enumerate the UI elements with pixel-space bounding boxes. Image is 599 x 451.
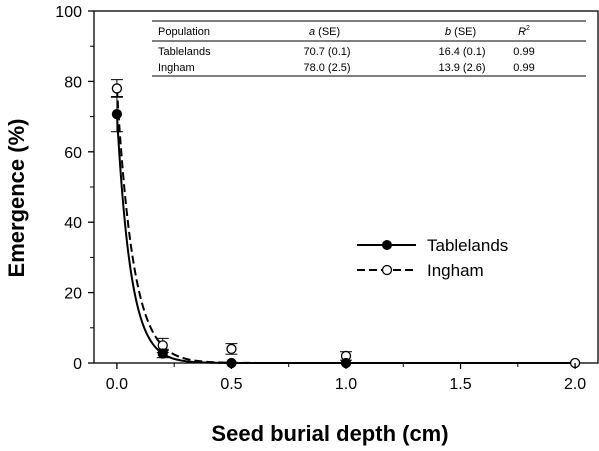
- table-header-population: Population: [158, 26, 210, 38]
- parameter-table: Population a (SE) b (SE) R2 Tablelands 7…: [152, 20, 586, 77]
- table-row-ingham-r2: 0.99: [513, 62, 534, 74]
- y-tick-label: 40: [64, 215, 82, 232]
- x-tick-label: 1.5: [449, 376, 471, 393]
- table-row-tablelands-population: Tablelands: [158, 46, 211, 58]
- point-ingham: [226, 343, 237, 355]
- table-header-b: b (SE): [445, 26, 476, 38]
- y-tick-label: 20: [64, 286, 82, 303]
- y-tick-label: 60: [64, 145, 82, 162]
- x-axis-title: Seed burial depth (cm): [211, 421, 448, 446]
- x-tick-label: 2.0: [564, 376, 586, 393]
- y-tick-label: 100: [55, 4, 82, 21]
- points: [111, 83, 581, 369]
- legend-label-ingham: Ingham: [427, 261, 484, 280]
- y-axis-title: Emergence (%): [4, 119, 29, 278]
- y-tick-label: 80: [64, 74, 82, 91]
- legend-marker-ingham: [381, 264, 393, 276]
- point-tablelands: [157, 348, 168, 359]
- legend: Tablelands Ingham: [357, 236, 508, 280]
- y-axis: 0 20 40 60 80 100: [55, 4, 94, 373]
- x-axis: 0.0 0.5 1.0 1.5 2.0: [106, 363, 586, 393]
- table-header-r2: R2: [518, 25, 530, 38]
- table-row-tablelands-r2: 0.99: [513, 46, 534, 58]
- legend-label-tablelands: Tablelands: [427, 236, 508, 255]
- y-tick-label: 0: [73, 356, 82, 373]
- x-tick-label: 0.5: [220, 376, 242, 393]
- table-row-tablelands-a: 70.7 (0.1): [303, 46, 350, 58]
- x-tick-label: 0.0: [106, 376, 128, 393]
- table-row-ingham-b: 13.9 (2.6): [438, 62, 485, 74]
- x-tick-label: 1.0: [335, 376, 357, 393]
- table-header-a: a (SE): [309, 26, 340, 38]
- table-row-ingham-population: Ingham: [158, 62, 195, 74]
- point-tablelands: [111, 108, 123, 120]
- table-row-tablelands-b: 16.4 (0.1): [438, 46, 485, 58]
- legend-marker-tablelands: [382, 240, 392, 250]
- fit-line-ingham: [115, 88, 576, 364]
- fit-lines: [115, 88, 576, 364]
- table-row-ingham-a: 78.0 (2.5): [303, 62, 350, 74]
- point-ingham: [111, 83, 123, 94]
